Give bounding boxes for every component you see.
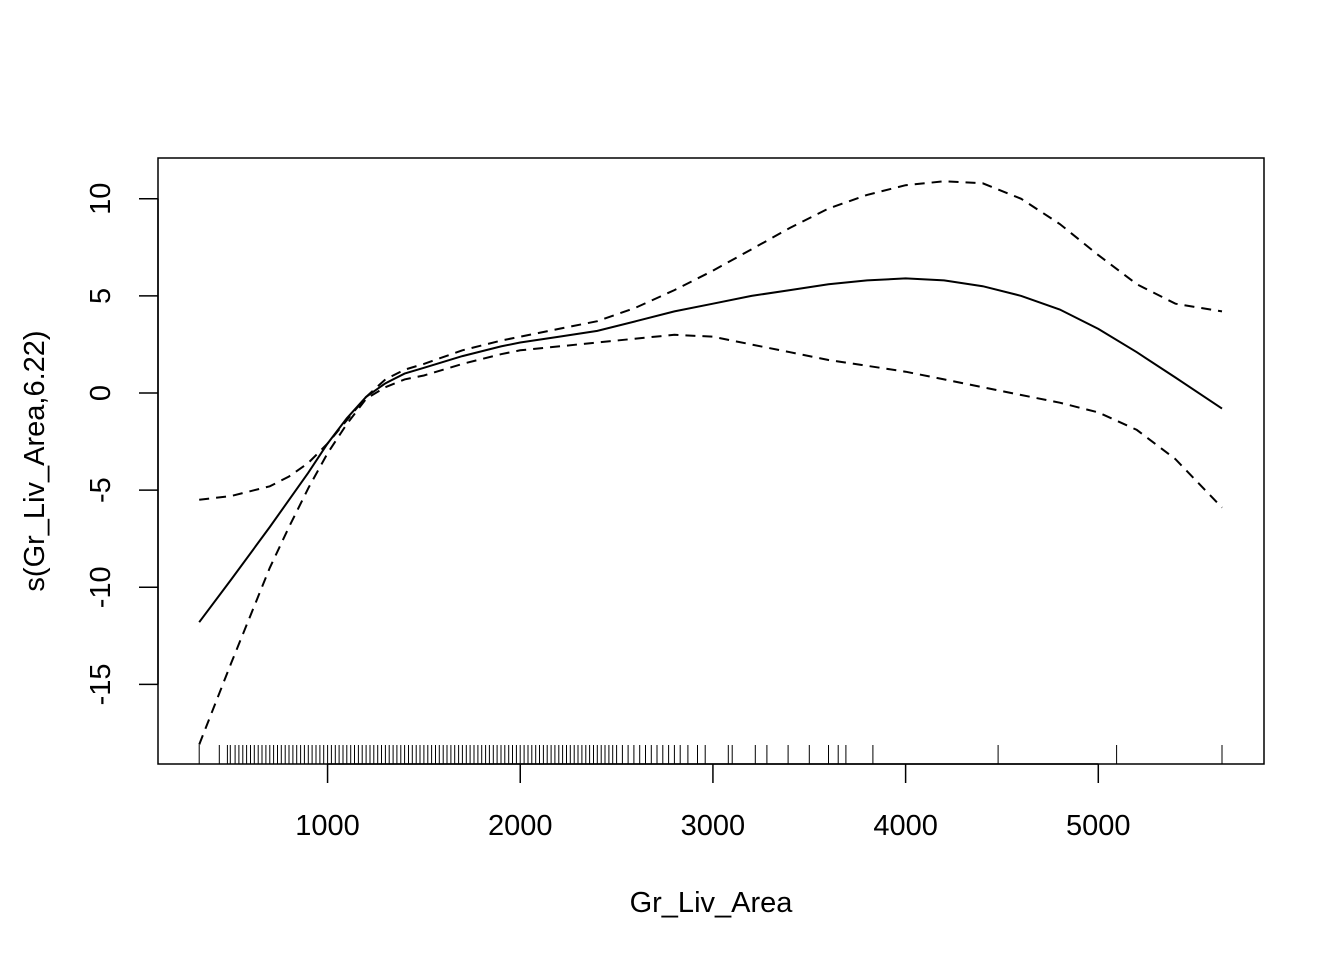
x-tick-label: 1000 xyxy=(295,810,360,842)
y-axis: -15 -10 -5 0 5 10 xyxy=(85,183,159,705)
confidence-band-line-2 xyxy=(198,333,1223,745)
y-axis-label: s(Gr_Liv_Area,6.22) xyxy=(19,330,51,591)
y-tick-label: 0 xyxy=(85,385,117,401)
confidence-band-line-1 xyxy=(199,180,1223,501)
x-axis-label: Gr_Liv_Area xyxy=(630,887,794,919)
x-tick-label: 5000 xyxy=(1066,810,1131,842)
rug-marks xyxy=(198,745,1223,764)
x-axis: 1000 2000 3000 4000 5000 xyxy=(295,763,1131,842)
y-tick-label: -5 xyxy=(85,477,117,503)
smooth-line xyxy=(198,277,1223,623)
y-tick-label: -15 xyxy=(85,663,117,705)
y-tick-label: -10 xyxy=(85,566,117,608)
x-tick-label: 4000 xyxy=(873,810,938,842)
x-tick-label: 2000 xyxy=(488,810,553,842)
y-tick-label: 10 xyxy=(85,183,117,215)
x-tick-label: 3000 xyxy=(681,810,746,842)
curve-lines xyxy=(198,180,1223,745)
y-tick-label: 5 xyxy=(85,288,117,304)
